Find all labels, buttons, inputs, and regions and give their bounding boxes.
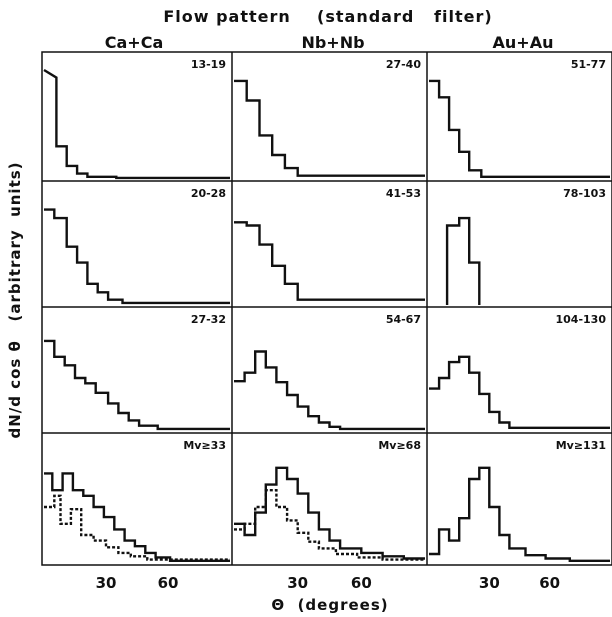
x-tick-label: 30 [96,574,117,592]
panel: 51-77 [429,58,610,178]
panel-label: Mv≥131 [556,439,606,452]
panel-label: 54-67 [386,313,421,326]
panel: 27-32 [44,313,230,431]
panel-label: 41-53 [386,187,421,200]
histogram-series [234,489,425,561]
panel: Mv≥68 [234,439,425,561]
panel-label: 27-40 [386,58,422,71]
histogram-series [44,494,230,561]
histogram-series [44,472,230,562]
x-tick-label: 60 [539,574,560,592]
panel: 41-53 [234,187,425,301]
panel-label: Mv≥33 [183,439,226,452]
histogram-series [44,208,230,305]
panel-label: 51-77 [571,58,606,71]
panel: 20-28 [44,187,230,305]
plot-frame [41,51,612,566]
panel-label: Mv≥68 [378,439,421,452]
panel: 27-40 [234,58,425,177]
panel-label: 104-130 [556,313,607,326]
panel: 104-130 [429,313,610,429]
x-tick-label: 30 [287,574,308,592]
panel: 78-103 [445,187,606,305]
histogram-series [445,216,481,305]
histogram-series [234,221,425,301]
x-axis-label: Θ (degrees) [271,596,388,614]
histogram-series [234,466,425,560]
plot-area: 13-19 20-28 27-32 Mv≥33 27-40 41-53 54-67 Mv≥68… [43,58,610,562]
histogram-series [44,339,230,431]
x-tick-label: 30 [479,574,500,592]
histogram-series [234,79,425,177]
x-tick-label: 60 [158,574,179,592]
histogram-series [429,466,610,562]
y-axis-label: dN/d cos θ (arbitrary units) [6,161,24,438]
column-title-nb: Nb+Nb [301,33,364,52]
panel-label: 20-28 [191,187,226,200]
figure-title: Flow pattern (standard filter) [163,7,492,26]
x-tick-labels: 30 60 30 60 30 60 [96,574,561,592]
histogram-series [43,68,230,180]
histogram-series [234,350,425,431]
x-tick-label: 60 [351,574,372,592]
panel-label: 78-103 [563,187,606,200]
histogram-series [429,79,610,178]
panel-grid [41,51,612,566]
panel-label: 13-19 [191,58,226,71]
panel: 13-19 [43,58,230,180]
column-title-au: Au+Au [493,33,554,52]
histogram-series [429,355,610,429]
panel: 54-67 [234,313,425,431]
panel-label: 27-32 [191,313,226,326]
panel: Mv≥131 [429,439,610,562]
panel: Mv≥33 [44,439,230,562]
column-title-ca: Ca+Ca [105,33,163,52]
